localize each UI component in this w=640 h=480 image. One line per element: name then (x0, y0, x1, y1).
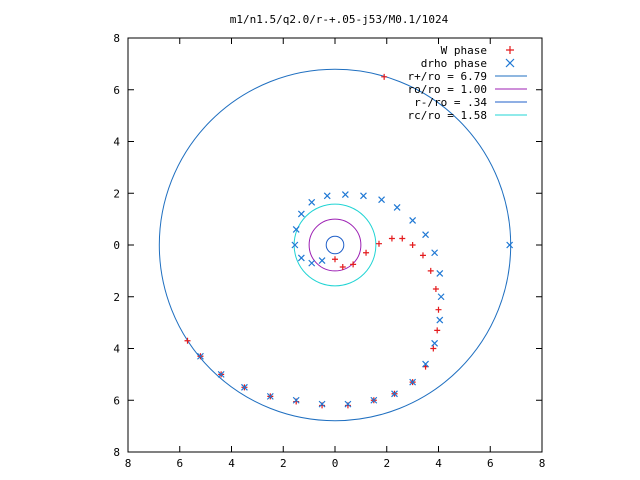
drho-phase-point (422, 231, 429, 239)
drho-phase-point (297, 254, 305, 262)
drho-phase-point (292, 226, 300, 233)
drho-phase-point (266, 392, 274, 400)
w-phase-point (432, 285, 439, 292)
w-phase-point (427, 267, 434, 274)
drho-phase-point (341, 191, 349, 198)
legend-swatch (506, 46, 514, 54)
drho-phase-point (431, 339, 439, 347)
drho-phase-point (422, 360, 429, 368)
drho-phase-point (409, 216, 417, 224)
w-phase-point (375, 240, 382, 247)
legend-label: r-/ro = .34 (414, 96, 487, 109)
drho-phase-point (360, 192, 367, 200)
drho-phase-point (393, 204, 401, 211)
legend-label: rc/ro = 1.58 (408, 109, 487, 122)
y-tick-label: 4 (113, 136, 120, 149)
drho-phase-point (378, 196, 385, 204)
drho-phase-point (318, 257, 326, 264)
x-tick-label: 6 (487, 457, 494, 470)
drho-phase-point (409, 378, 417, 386)
w-phase-point (399, 235, 406, 242)
x-tick-label: 4 (228, 457, 235, 470)
x-tick-label: 8 (125, 457, 132, 470)
drho-phase-point (370, 396, 378, 404)
drho-phase-point (323, 192, 331, 200)
drho-phase-point (436, 316, 444, 324)
circle-5 (293, 203, 377, 287)
legend-label: r+/ro = 6.79 (408, 70, 487, 83)
drho-phase-point (241, 383, 248, 391)
w-phase-point (388, 235, 395, 242)
drho-phase-point (308, 259, 316, 267)
y-tick-label: 2 (113, 291, 120, 304)
data-points (184, 73, 514, 409)
drho-phase-point (344, 400, 352, 408)
drho-phase-point (506, 241, 514, 249)
y-tick-label: 6 (113, 84, 120, 97)
w-phase-point (434, 327, 441, 334)
x-tick-label: 4 (435, 457, 442, 470)
w-phase-point (409, 242, 416, 248)
reference-circles (158, 68, 512, 422)
circle-2 (158, 68, 512, 422)
x-tick-label: 2 (280, 457, 287, 470)
y-tick-label: 2 (113, 187, 120, 200)
legend-label: W phase (441, 44, 487, 57)
drho-phase-point (437, 293, 445, 301)
drho-phase-point (297, 210, 305, 218)
w-phase-point (435, 306, 442, 313)
y-tick-label: 8 (113, 32, 120, 45)
x-tick-label: 2 (383, 457, 390, 470)
w-phase-point (350, 261, 357, 268)
w-phase-point (430, 345, 437, 352)
x-tick-label: 0 (332, 457, 339, 470)
legend-label: drho phase (421, 57, 487, 70)
series-1 (197, 191, 514, 408)
drho-phase-point (217, 370, 225, 378)
drho-phase-point (391, 390, 398, 398)
x-tick-label: 6 (176, 457, 183, 470)
drho-phase-point (436, 270, 444, 277)
w-phase-point (184, 337, 191, 344)
x-tick-label: 8 (539, 457, 546, 470)
w-phase-point (363, 249, 370, 256)
w-phase-point (419, 252, 426, 259)
drho-phase-point (431, 249, 439, 257)
y-tick-label: 0 (113, 239, 120, 252)
drho-phase-point (197, 352, 204, 360)
drho-phase-point (291, 241, 299, 249)
drho-phase-point (292, 396, 300, 404)
y-tick-label: 8 (113, 446, 120, 459)
y-tick-label: 4 (113, 343, 120, 356)
legend-label: ro/ro = 1.00 (408, 83, 487, 96)
drho-phase-point (318, 400, 326, 408)
legend-swatch (505, 58, 515, 68)
chart-title: m1/n1.5/q2.0/r-+.05-j53/M0.1/1024 (230, 13, 449, 26)
y-tick-label: 6 (113, 394, 120, 407)
w-phase-point (381, 73, 388, 80)
circle-4 (325, 235, 345, 255)
circle-3 (308, 218, 362, 272)
w-phase-point (339, 263, 346, 270)
w-phase-point (332, 256, 338, 263)
drho-phase-point (308, 198, 316, 206)
series-0 (184, 73, 442, 409)
